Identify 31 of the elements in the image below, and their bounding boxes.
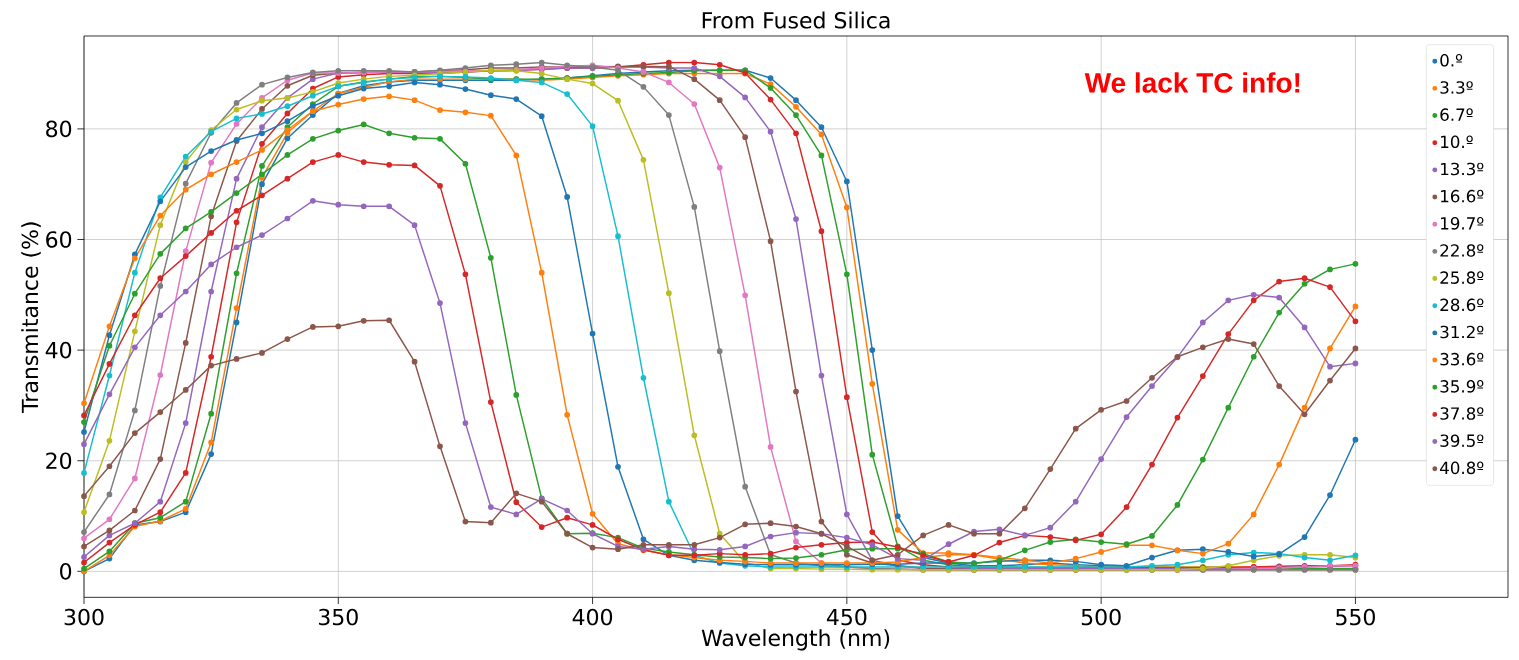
legend-label: 35.9º (1440, 380, 1484, 393)
legend-label: 22.8º (1440, 244, 1484, 257)
y-axis-title: Transmitance (%) (21, 222, 41, 413)
legend-label: 37.8º (1440, 407, 1484, 420)
legend-label: 10.º (1441, 135, 1473, 149)
legend-label: 13.3º (1441, 162, 1484, 176)
legend-label: 28.6º (1440, 298, 1484, 312)
legend-label: 31.2º (1440, 325, 1484, 339)
y-tick-label: 60 (46, 231, 72, 248)
y-tick-label: 40 (45, 341, 72, 359)
legend-label: 33.6º (1440, 352, 1484, 366)
x-axis-title: Wavelength (nm) (701, 629, 890, 651)
legend-label: 3.3º (1440, 81, 1473, 94)
x-tick-label: 400 (572, 608, 613, 626)
legend-label: 16.6º (1441, 189, 1484, 203)
legend-label: 25.8º (1440, 271, 1484, 284)
legend-label: 40.8º (1440, 461, 1484, 475)
x-tick-label: 350 (318, 608, 358, 626)
x-tick-label: 450 (826, 608, 867, 626)
annotation: We lack TC info! (1084, 72, 1300, 93)
x-tick-label: 500 (1081, 608, 1121, 626)
y-tick-label: 20 (46, 452, 72, 470)
y-tick-label: 80 (46, 120, 72, 138)
legend-label: 0.º (1440, 54, 1463, 67)
chart-title: From Fused Silica (702, 11, 890, 29)
legend-label: 19.7º (1441, 217, 1484, 230)
x-tick-label: 550 (1336, 608, 1375, 626)
x-tick-label: 300 (64, 608, 104, 626)
legend-label: 6.7º (1440, 108, 1473, 121)
y-tick-label: 0 (60, 563, 72, 580)
legend-label: 39.5º (1440, 434, 1484, 447)
